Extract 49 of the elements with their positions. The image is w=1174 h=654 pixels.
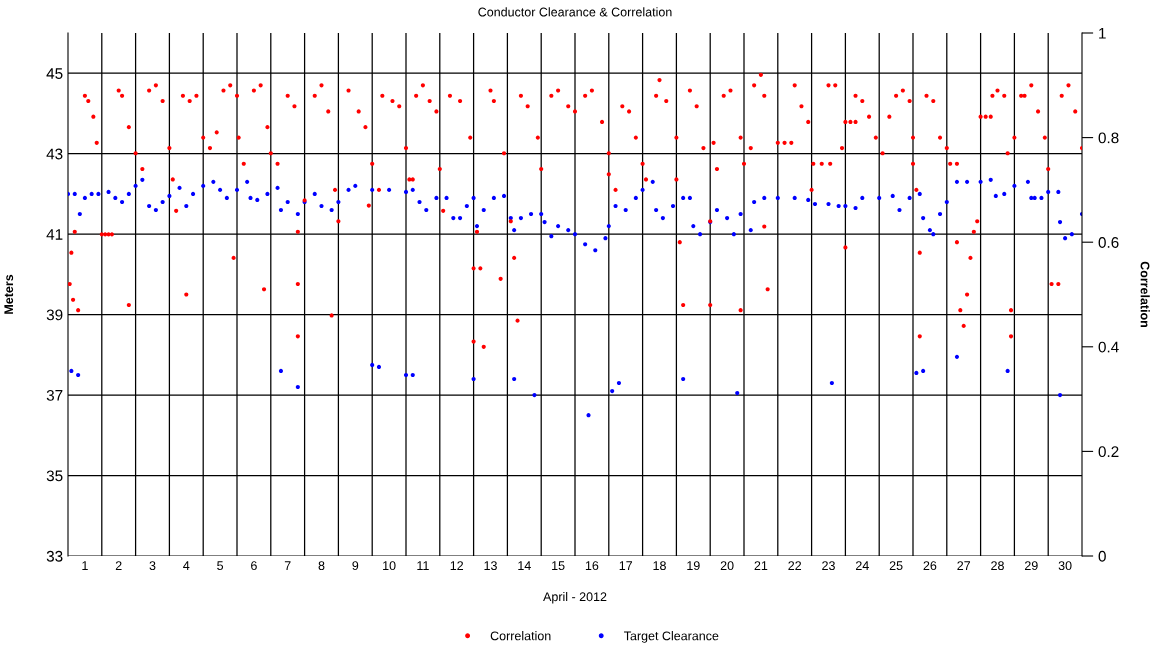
x-tick-label: 7 [284,561,291,570]
x-tick-label: 15 [552,561,565,571]
y2-tick-label: 0.4 [1098,341,1119,353]
x-tick-label: 16 [585,561,599,571]
y-tick-label: 37 [46,389,63,401]
x-axis-title: April - 2012 [543,591,607,604]
y2-tick-label: 0.2 [1098,446,1119,458]
x-tick-label: 4 [183,561,190,570]
y-tick-label: 45 [46,68,63,79]
x-tick-label: 18 [653,561,666,571]
x-tick-label: 11 [417,561,429,570]
y-tick-label: 35 [46,470,63,482]
x-tick-label: 26 [923,561,937,571]
x-tick-label: 9 [352,561,359,571]
y-tick-label: 33 [46,550,63,562]
x-tick-label: 25 [889,561,903,571]
x-tick-label: 19 [687,561,700,571]
legend-label: Target Clearance [624,631,719,643]
y-tick-label: 43 [46,148,63,160]
y2-tick-label: 0.8 [1098,132,1119,144]
x-tick-label: 8 [318,561,325,571]
chart-title: Conductor Clearance & Correlation [478,7,672,17]
y2-axis-title: Correlation [1140,261,1150,328]
x-tick-label: 30 [1058,561,1072,571]
x-tick-label: 1 [82,561,88,570]
x-tick-label: 2 [115,561,122,570]
x-tick-label: 28 [991,561,1004,571]
x-tick-label: 22 [788,561,802,570]
x-tick-label: 13 [484,561,497,571]
x-tick-label: 6 [251,561,257,571]
y2-tick-label: 0.6 [1098,237,1119,248]
x-tick-label: 12 [450,561,464,570]
x-tick-label: 21 [754,561,768,570]
x-tick-label: 24 [855,561,869,570]
y-axis-title: Meters [4,274,14,314]
x-tick-label: 23 [822,561,835,571]
x-tick-label: 20 [720,561,734,571]
legend-label: Correlation [490,631,551,641]
x-tick-label: 5 [217,561,224,571]
y-tick-label: 41 [46,229,63,240]
y2-tick-label: 1 [1099,28,1106,39]
y2-tick-label: 0 [1098,550,1106,562]
x-tick-label: 14 [518,561,531,570]
x-tick-label: 3 [149,561,156,571]
x-tick-label: 29 [1024,561,1038,571]
y-tick-label: 39 [46,309,63,321]
x-tick-label: 10 [383,561,396,571]
x-tick-label: 17 [619,561,633,570]
x-tick-label: 27 [957,561,971,570]
